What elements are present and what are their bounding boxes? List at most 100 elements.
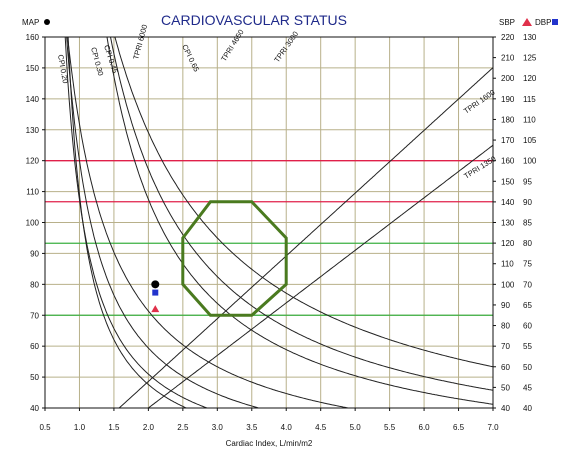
dbp-tick-label: 80 <box>523 239 532 248</box>
map-tick-label: 60 <box>30 342 39 351</box>
dbp-tick-label: 130 <box>523 33 537 42</box>
sbp-tick-label: 80 <box>501 322 510 331</box>
x-tick-label: 3.0 <box>212 423 224 432</box>
x-tick-label: 1.5 <box>108 423 120 432</box>
map-axis-ticks: 40 50 60 70 80 90 100 110 120 130 140 150 160 <box>26 33 45 413</box>
patient-sbp-point <box>151 305 160 313</box>
legend-dbp-label: DBP <box>535 18 551 27</box>
target-region-group <box>181 200 288 317</box>
hemodynamic-curves <box>64 37 493 408</box>
tpri-curve-label: TPRI 6000 <box>131 24 149 61</box>
patient-map-point <box>151 280 160 289</box>
dbp-tick-label: 40 <box>523 404 532 413</box>
sbp-tick-label: 140 <box>501 198 515 207</box>
dbp-tick-label: 105 <box>523 136 537 145</box>
legend-dbp-marker <box>552 19 558 25</box>
legend-map-marker <box>44 19 50 25</box>
tpri-curve-label: TPRI 1350 <box>462 154 497 181</box>
chart-title: CARDIOVASCULAR STATUS <box>161 12 347 28</box>
map-tick-label: 120 <box>26 157 40 166</box>
x-axis-ticks: 0.5 1.0 1.5 2.0 2.5 3.0 3.5 4.0 4.5 5.0 5.5 6.0 6.5 7… <box>39 408 499 432</box>
sbp-tick-label: 130 <box>501 219 515 228</box>
patient-dbp-point <box>152 289 159 296</box>
map-tick-label: 70 <box>30 311 39 320</box>
map-tick-label: 110 <box>26 188 39 197</box>
sbp-tick-label: 180 <box>501 115 515 124</box>
dbp-tick-label: 75 <box>523 260 532 269</box>
x-tick-label: 7.0 <box>487 423 499 432</box>
tpri-curve <box>109 37 493 391</box>
sbp-tick-label: 190 <box>501 95 515 104</box>
tpri-curve <box>118 67 493 408</box>
sbp-tick-label: 90 <box>501 301 510 310</box>
legend-map-label: MAP <box>22 18 39 27</box>
sbp-tick-label: 170 <box>501 136 515 145</box>
x-tick-label: 6.5 <box>453 423 465 432</box>
tpri-curve-label: TPRI 1600 <box>462 88 497 116</box>
map-tick-label: 160 <box>26 33 40 42</box>
x-axis-label: Cardiac Index, L/min/m2 <box>226 439 313 448</box>
cpi-curve <box>67 37 188 408</box>
tpri-curve-label: TPRI 4650 <box>219 28 246 63</box>
tpri-curve <box>114 37 493 368</box>
sbp-axis-ticks: 40 50 60 70 80 90 100 110 120 130 140 150 160 170 180 1… <box>493 33 515 413</box>
sbp-tick-label: 70 <box>501 342 510 351</box>
sbp-tick-label: 160 <box>501 157 515 166</box>
tpri-curve <box>106 37 493 405</box>
sbp-tick-label: 100 <box>501 280 515 289</box>
target-region <box>181 200 288 317</box>
dbp-tick-label: 70 <box>523 280 532 289</box>
plot-grid <box>44 36 494 409</box>
sbp-tick-label: 200 <box>501 74 515 83</box>
sbp-tick-label: 40 <box>501 404 510 413</box>
cpi-curve <box>64 37 209 408</box>
tpri-curve <box>147 144 493 408</box>
x-tick-label: 1.0 <box>74 423 86 432</box>
x-tick-label: 5.5 <box>384 423 396 432</box>
dbp-tick-label: 50 <box>523 363 532 372</box>
map-tick-label: 130 <box>26 126 40 135</box>
x-tick-label: 4.5 <box>315 423 327 432</box>
dbp-tick-label: 60 <box>523 322 532 331</box>
cpi-curve <box>66 37 261 408</box>
map-tick-label: 40 <box>30 404 39 413</box>
map-tick-label: 100 <box>26 219 40 228</box>
sbp-tick-label: 50 <box>501 383 510 392</box>
cpi-curve <box>67 37 352 408</box>
dbp-tick-label: 55 <box>523 342 532 351</box>
dbp-tick-label: 45 <box>523 383 532 392</box>
dbp-tick-label: 65 <box>523 301 532 310</box>
dbp-tick-label: 110 <box>523 115 536 124</box>
legend-sbp-marker <box>522 18 532 26</box>
map-tick-label: 140 <box>26 95 40 104</box>
x-tick-label: 2.5 <box>177 423 189 432</box>
dbp-tick-label: 120 <box>523 74 537 83</box>
cpi-curve-label: CPI 0.30 <box>89 46 105 77</box>
legend-sbp-label: SBP <box>499 18 515 27</box>
x-tick-label: 5.0 <box>350 423 362 432</box>
dbp-axis-ticks: 40 45 50 55 60 65 70 75 80 85 90 95 100 105 110 115 120 1… <box>523 33 537 413</box>
sbp-tick-label: 210 <box>501 54 515 63</box>
dbp-tick-label: 95 <box>523 177 532 186</box>
x-tick-label: 3.5 <box>246 423 258 432</box>
dbp-tick-label: 90 <box>523 198 532 207</box>
sbp-tick-label: 110 <box>501 260 514 269</box>
map-tick-label: 80 <box>30 280 39 289</box>
sbp-tick-label: 120 <box>501 239 515 248</box>
dbp-tick-label: 115 <box>523 95 536 104</box>
map-tick-label: 150 <box>26 64 40 73</box>
dbp-tick-label: 125 <box>523 54 537 63</box>
dbp-tick-label: 85 <box>523 219 532 228</box>
map-tick-label: 90 <box>30 249 39 258</box>
x-tick-label: 2.0 <box>143 423 155 432</box>
x-tick-label: 0.5 <box>39 423 51 432</box>
sbp-tick-label: 150 <box>501 177 515 186</box>
x-tick-label: 4.0 <box>281 423 293 432</box>
sbp-tick-label: 60 <box>501 363 510 372</box>
patient-point-group <box>151 280 160 313</box>
dbp-tick-label: 100 <box>523 157 537 166</box>
sbp-tick-label: 220 <box>501 33 515 42</box>
map-tick-label: 50 <box>30 373 39 382</box>
